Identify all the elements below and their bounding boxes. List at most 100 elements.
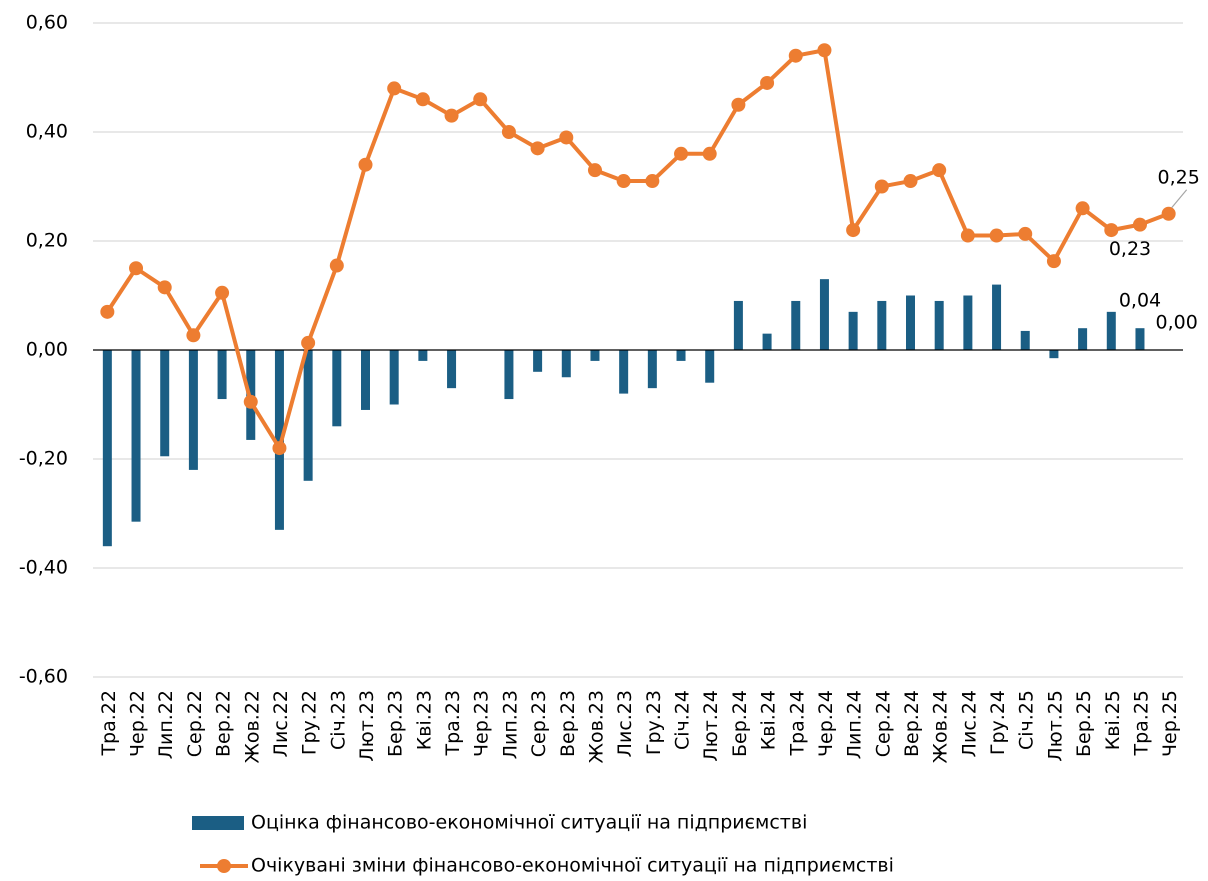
marker — [215, 285, 230, 300]
x-tick-label: Лип.24 — [844, 690, 866, 759]
bar — [676, 350, 686, 361]
marker — [301, 335, 316, 350]
bar — [332, 350, 342, 427]
bar — [533, 350, 543, 372]
marker — [1132, 217, 1147, 232]
marker — [788, 48, 803, 63]
bar — [1020, 330, 1030, 350]
bar — [791, 300, 801, 350]
marker — [1104, 223, 1119, 238]
x-tick-label: Тра.25 — [1130, 690, 1152, 757]
x-tick-label: Гру.22 — [299, 690, 321, 755]
bar — [848, 311, 858, 350]
marker — [1075, 201, 1090, 216]
leader-line — [1171, 189, 1188, 209]
x-tick-label: Жов.23 — [585, 690, 607, 764]
bar — [992, 284, 1002, 350]
marker — [817, 43, 832, 58]
marker — [444, 108, 459, 123]
x-tick-label: Жов.22 — [241, 690, 263, 764]
y-tick-label: -0,20 — [19, 448, 68, 470]
bar — [934, 300, 944, 350]
marker — [731, 97, 746, 112]
marker — [903, 174, 918, 189]
line — [105, 48, 1170, 451]
marker — [100, 304, 115, 319]
marker — [932, 163, 947, 178]
bar — [877, 300, 887, 350]
x-tick-label: Чер.24 — [815, 690, 837, 757]
bar — [561, 350, 571, 378]
x-tick-label: Чер.25 — [1159, 690, 1181, 757]
marker — [186, 328, 201, 343]
x-tick-label: Лют.23 — [356, 690, 378, 762]
x-tick-label: Бер.24 — [729, 690, 751, 757]
bar — [188, 350, 198, 470]
y-tick-label: 0,00 — [26, 339, 68, 361]
bar — [762, 333, 772, 350]
legend-label: Очікувані зміни фінансово-економічної си… — [251, 855, 894, 877]
x-tick-label: Бер.25 — [1073, 690, 1095, 757]
data-label: 0,00 — [1156, 312, 1198, 334]
legend-swatch — [192, 816, 244, 830]
bar — [619, 350, 629, 394]
x-tick-label: Лип.22 — [155, 690, 177, 759]
x-tick-label: Гру.23 — [643, 690, 665, 755]
bar — [447, 350, 457, 389]
x-tick-label: Лют.24 — [700, 690, 722, 762]
marker — [674, 146, 689, 161]
marker — [702, 146, 717, 161]
bar — [590, 350, 600, 361]
legend-label: Оцінка фінансово-економічної ситуації на… — [251, 812, 807, 834]
bar — [361, 350, 370, 410]
marker — [415, 92, 430, 107]
bar — [1106, 311, 1116, 350]
bar — [274, 350, 284, 530]
marker — [243, 394, 258, 409]
marker — [473, 92, 488, 107]
x-tick-label: Кві.25 — [1102, 690, 1124, 750]
x-tick-label: Кві.24 — [758, 690, 780, 750]
x-tick-label: Вер.23 — [557, 690, 579, 757]
y-tick-label: -0,40 — [19, 557, 68, 579]
x-tick-label: Сер.23 — [528, 690, 550, 757]
bar — [705, 350, 715, 383]
y-tick-label: 0,60 — [26, 12, 68, 34]
x-tick-label: Вер.22 — [213, 690, 235, 757]
data-label: 0,25 — [1158, 166, 1200, 188]
marker — [272, 441, 287, 456]
marker — [329, 258, 344, 273]
bar — [1135, 328, 1145, 350]
marker — [989, 228, 1004, 243]
x-tick-label: Січ.23 — [327, 690, 349, 750]
marker — [846, 223, 861, 238]
bar — [389, 350, 399, 405]
bar — [217, 350, 227, 400]
x-tick-label: Вер.24 — [901, 690, 923, 757]
x-tick-label: Сер.22 — [184, 690, 206, 757]
x-tick-label: Бер.23 — [385, 690, 407, 757]
marker — [387, 81, 402, 96]
x-tick-label: Тра.23 — [442, 690, 464, 757]
y-tick-label: 0,40 — [26, 121, 68, 143]
marker — [645, 174, 660, 189]
bar — [102, 350, 112, 547]
marker — [358, 157, 373, 172]
x-tick-label: Тра.24 — [786, 690, 808, 757]
x-tick-label: Лип.23 — [499, 690, 521, 759]
x-tick-label: Лис.24 — [958, 690, 980, 757]
x-tick-label: Гру.24 — [987, 690, 1009, 755]
bar — [733, 300, 743, 350]
x-tick-label: Лис.23 — [614, 690, 636, 757]
marker — [616, 174, 631, 189]
y-tick-label: 0,20 — [26, 230, 68, 252]
x-tick-label: Чер.23 — [471, 690, 493, 757]
marker — [129, 261, 144, 276]
data-label: 0,04 — [1119, 290, 1161, 312]
marker — [760, 75, 775, 90]
x-tick-label: Кві.23 — [413, 690, 435, 750]
x-tick-label: Чер.22 — [127, 690, 149, 757]
legend-swatch — [217, 859, 231, 873]
data-label: 0,23 — [1109, 238, 1151, 260]
